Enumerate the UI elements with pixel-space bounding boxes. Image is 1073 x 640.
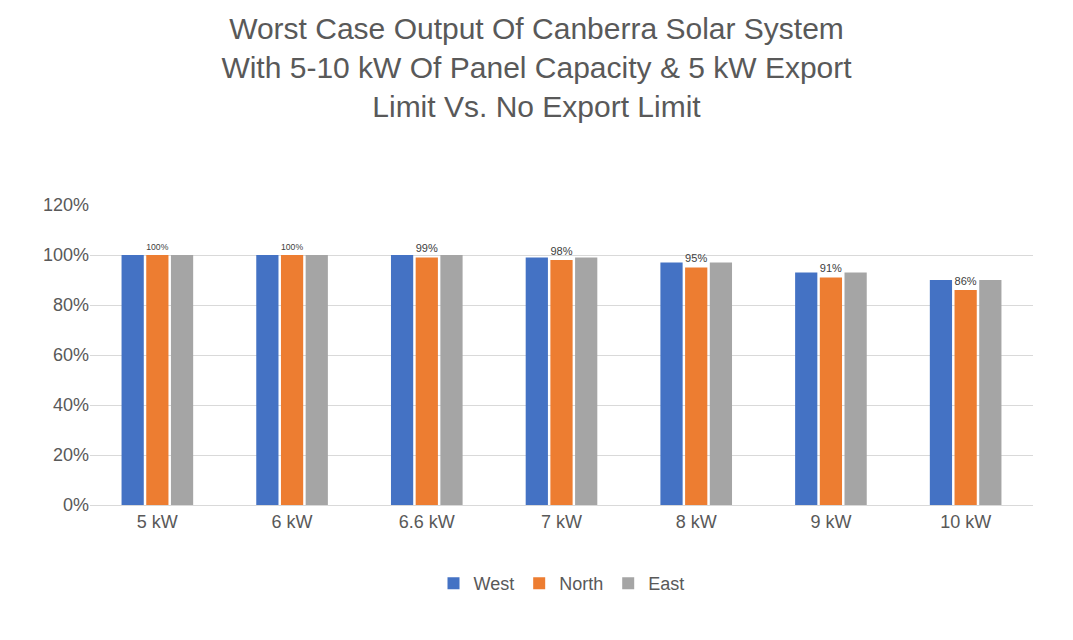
- svg-text:6.6 kW: 6.6 kW: [399, 512, 455, 532]
- svg-text:8 kW: 8 kW: [676, 512, 717, 532]
- svg-text:86%: 86%: [955, 275, 977, 287]
- svg-text:5 kW: 5 kW: [137, 512, 178, 532]
- svg-text:East: East: [648, 574, 684, 594]
- svg-text:95%: 95%: [685, 252, 707, 264]
- svg-text:7 kW: 7 kW: [541, 512, 582, 532]
- svg-text:10 kW: 10 kW: [940, 512, 991, 532]
- svg-text:6 kW: 6 kW: [272, 512, 313, 532]
- svg-text:100%: 100%: [146, 242, 168, 252]
- svg-text:100%: 100%: [281, 242, 303, 252]
- svg-text:98%: 98%: [550, 245, 572, 257]
- svg-text:9 kW: 9 kW: [810, 512, 851, 532]
- svg-text:100%: 100%: [43, 245, 89, 265]
- svg-text:0%: 0%: [63, 495, 89, 515]
- svg-text:20%: 20%: [53, 445, 89, 465]
- svg-text:120%: 120%: [43, 195, 89, 215]
- svg-text:West: West: [474, 574, 515, 594]
- svg-text:99%: 99%: [416, 242, 438, 254]
- svg-text:80%: 80%: [53, 295, 89, 315]
- svg-text:60%: 60%: [53, 345, 89, 365]
- svg-text:40%: 40%: [53, 395, 89, 415]
- svg-text:Worst Case Output Of Canberra: Worst Case Output Of Canberra Solar Syst…: [221, 12, 852, 123]
- svg-text:North: North: [559, 574, 603, 594]
- svg-text:91%: 91%: [820, 262, 842, 274]
